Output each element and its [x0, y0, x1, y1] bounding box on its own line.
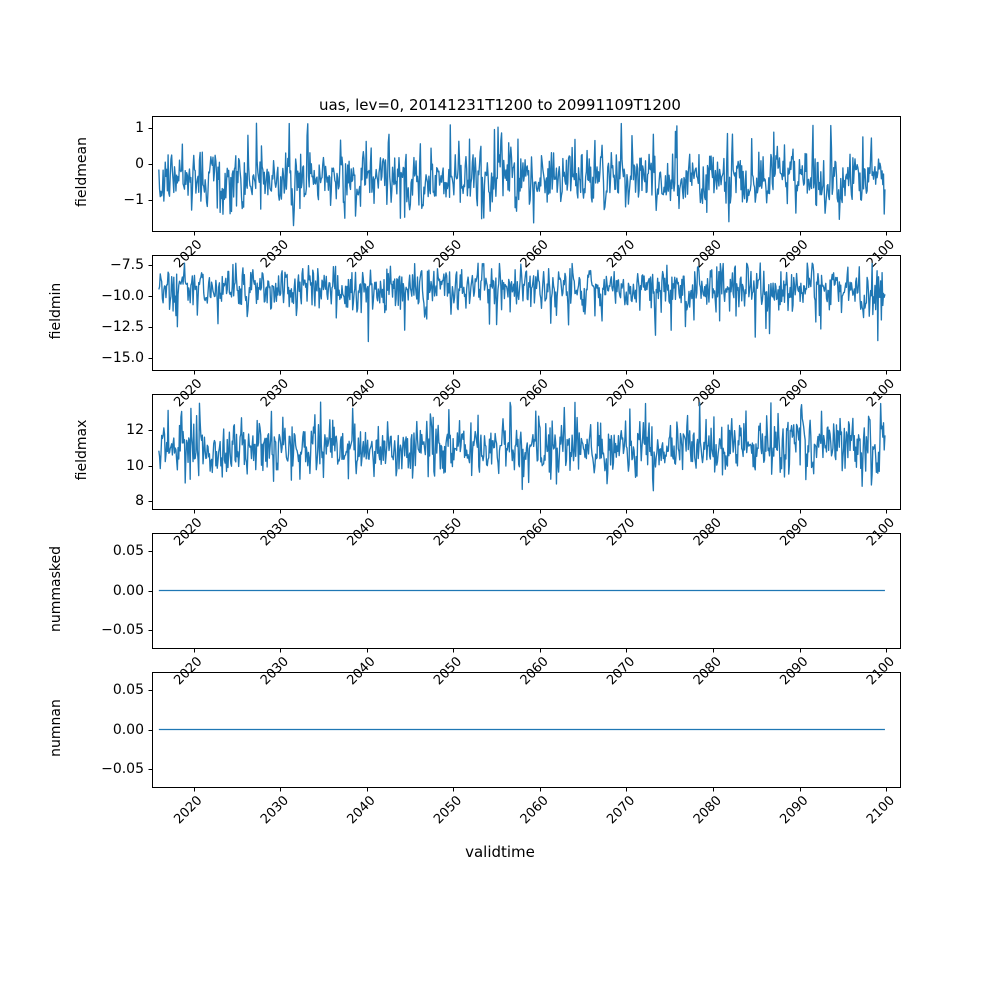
y-axis-label-nummasked: nummasked: [48, 545, 64, 632]
x-axis-label: validtime: [465, 843, 535, 861]
figure-title: uas, lev=0, 20141231T1200 to 20991109T12…: [319, 96, 681, 114]
y-axis-label-fieldmax: fieldmax: [74, 419, 90, 480]
y-axis-label-numnan: numnan: [48, 698, 64, 757]
y-axis-label-fieldmean: fieldmean: [74, 136, 90, 207]
y-axis-label-fieldmin: fieldmin: [48, 282, 64, 339]
